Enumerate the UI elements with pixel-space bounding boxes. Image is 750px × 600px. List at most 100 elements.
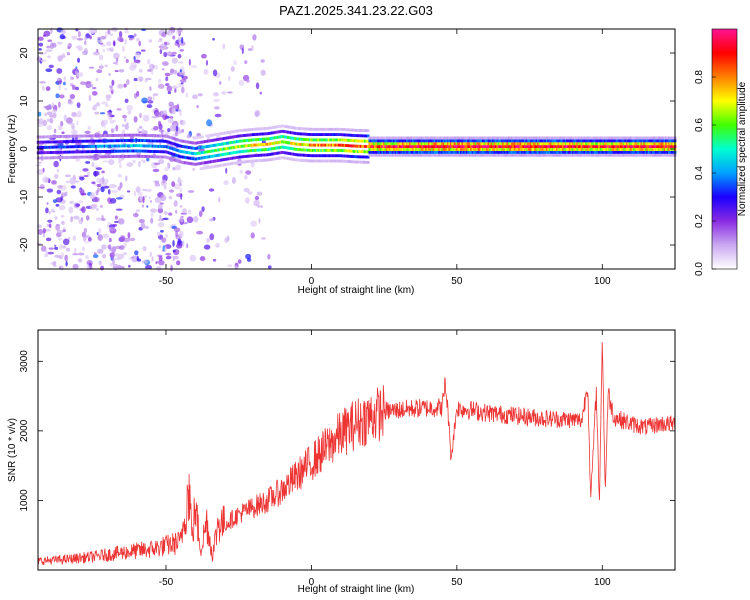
spectrogram-cell <box>382 142 386 146</box>
spectrogram-cell <box>42 135 46 139</box>
spectrogram-cell <box>63 76 67 82</box>
spectrogram-cell <box>179 230 184 238</box>
spectrogram-cell <box>164 155 168 159</box>
spectrogram-cell <box>294 158 297 162</box>
spectrogram-cell <box>592 136 595 140</box>
spectrogram-cell <box>73 134 76 138</box>
spectrogram-cell <box>410 139 414 143</box>
spectrogram-cell <box>611 136 614 140</box>
spectrogram-cell <box>551 139 555 143</box>
spectrogram-cell <box>52 260 57 266</box>
spectrogram-cell <box>641 148 645 151</box>
spectrogram-cell <box>275 157 278 160</box>
spectrogram-cell <box>225 131 229 135</box>
spectrogram-cell <box>54 254 61 258</box>
spectrogram-cell <box>86 134 89 138</box>
spectrogram-cell <box>550 136 553 140</box>
spectrogram-cell <box>593 139 597 143</box>
spectrogram-cell <box>176 159 180 163</box>
spectrogram-cell <box>106 150 110 153</box>
spectrogram-cell <box>477 153 481 157</box>
spectrogram-cell <box>509 150 513 154</box>
spectrogram-cell <box>237 139 241 143</box>
spectrogram-cell <box>42 140 46 144</box>
spectrogram-cell <box>307 148 310 152</box>
spectrogram-cell <box>63 114 68 122</box>
spectrogram-cell <box>653 148 657 151</box>
spectrogram-cell <box>145 144 149 148</box>
spectrogram-cell <box>291 157 294 161</box>
spectrogram-cell <box>416 139 419 143</box>
spectrogram-cell <box>365 150 369 154</box>
spectrogram-cell <box>654 145 658 148</box>
spectrogram-cell <box>177 149 181 153</box>
spectrogram-cell <box>631 150 635 154</box>
spectrogram-cell <box>77 139 81 143</box>
spectrogram-cell <box>298 153 302 157</box>
spectrogram-cell <box>483 142 486 146</box>
spectrogram-cell <box>171 85 179 89</box>
spectrogram-cell <box>489 142 492 146</box>
spectrogram-cell <box>353 134 357 137</box>
spectrogram-cell <box>567 148 571 151</box>
spectrogram-cell <box>266 142 270 146</box>
snr-x-tick-label: 0 <box>309 577 315 588</box>
spectrogram-cell <box>413 150 417 154</box>
spectrogram-cell <box>291 152 294 156</box>
spectrogram-cell <box>50 208 55 213</box>
spectrogram-cell <box>458 139 462 143</box>
spectrogram-cell <box>302 138 306 141</box>
spectrogram-cell <box>512 142 515 146</box>
spectrogram-cell <box>644 148 648 151</box>
spectrogram-cell <box>506 142 510 146</box>
spectrogram-cell <box>90 155 94 159</box>
spectrogram-cell <box>55 203 60 207</box>
spectrogram-cell <box>518 150 521 154</box>
spectrogram-cell <box>643 139 646 143</box>
spectrogram-cell <box>300 148 303 152</box>
spectrogram-cell <box>100 150 104 153</box>
spectrogram-cell <box>569 148 572 151</box>
spectrogram-cell <box>131 256 135 259</box>
spectrogram-cell <box>80 145 84 148</box>
spectrogram-cell <box>84 155 88 159</box>
spectrogram-cell <box>177 177 181 184</box>
spectrogram-cell <box>208 160 212 164</box>
spectrogram-cell <box>159 43 167 51</box>
spectrogram-cell <box>390 145 393 148</box>
spectrogram-cell <box>461 145 465 148</box>
spectrogram-cell <box>541 139 545 143</box>
spectrogram-cell <box>564 150 568 154</box>
spectrogram-cell <box>619 150 623 154</box>
spectrogram-cell <box>429 142 433 146</box>
spectrogram-cell <box>286 141 290 145</box>
spectrogram-cell <box>557 150 561 154</box>
spectrogram-cell <box>121 144 124 148</box>
spectrogram-cell <box>528 153 531 157</box>
spectrogram-cell <box>100 63 103 71</box>
spectrogram-cell <box>571 148 575 151</box>
spectrogram-cell <box>618 136 622 140</box>
spectrogram-cell <box>96 139 100 143</box>
spectrogram-cell <box>305 148 309 152</box>
spectrogram-cell <box>416 142 419 146</box>
spectrogram-cell <box>496 139 499 143</box>
spectrogram-cell <box>209 233 215 241</box>
spectrogram-cell <box>231 156 235 160</box>
spectrogram-cell <box>348 154 351 158</box>
spectrogram-cell <box>522 148 526 151</box>
spectrogram-cell <box>635 148 639 151</box>
spectrogram-cell <box>547 139 550 143</box>
spectrogram-cell <box>454 153 457 157</box>
spectrogram-cell <box>573 148 577 151</box>
spectrogram-cell <box>412 142 415 146</box>
spectrogram-cell <box>628 142 632 146</box>
spectrogram-cell <box>39 146 43 149</box>
spectrogram-cell <box>436 142 440 146</box>
spectrogram-cell <box>563 142 566 146</box>
spectrogram-cell <box>212 258 217 262</box>
spectrogram-cell <box>117 173 122 178</box>
spectrogram-cell <box>119 155 123 158</box>
spectrogram-cell <box>70 216 74 223</box>
